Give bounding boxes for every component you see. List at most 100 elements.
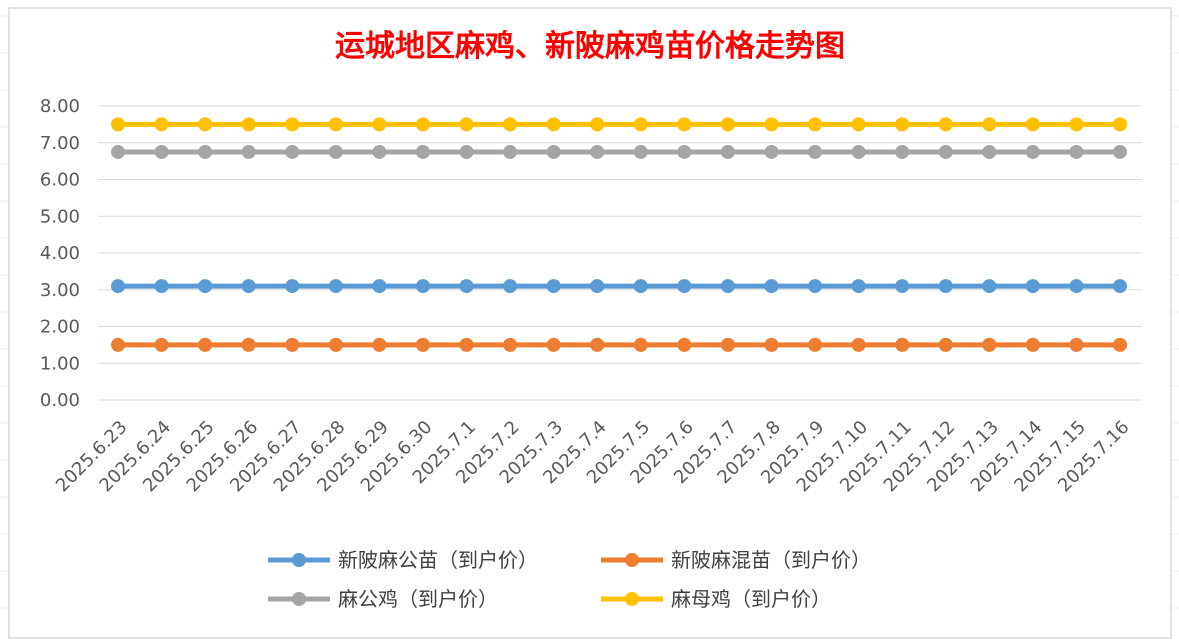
data-point bbox=[111, 279, 125, 294]
legend-item: 麻公鸡（到户价） bbox=[268, 587, 498, 611]
data-point bbox=[1113, 117, 1127, 132]
data-point bbox=[851, 279, 866, 294]
data-point bbox=[677, 117, 692, 132]
data-point bbox=[415, 279, 430, 294]
data-point bbox=[633, 144, 648, 159]
data-point bbox=[415, 117, 430, 132]
series bbox=[111, 117, 1127, 132]
y-tick-label: 6.00 bbox=[40, 170, 80, 191]
data-point bbox=[459, 279, 474, 294]
data-point bbox=[328, 279, 343, 294]
legend: 新陂麻公苗（到户价） 新陂麻混苗（到户价） 麻公鸡（到户价） 麻母鸡（到户价） bbox=[268, 548, 871, 611]
data-point bbox=[677, 144, 692, 159]
data-point bbox=[372, 117, 387, 132]
data-point bbox=[546, 337, 561, 352]
data-point bbox=[851, 144, 866, 159]
data-point bbox=[895, 337, 910, 352]
data-point bbox=[372, 279, 387, 294]
data-point bbox=[938, 117, 953, 132]
data-point bbox=[938, 144, 953, 159]
data-point bbox=[546, 117, 561, 132]
data-point bbox=[241, 337, 256, 352]
legend-label: 新陂麻混苗（到户价） bbox=[671, 548, 871, 572]
y-tick-label: 2.00 bbox=[40, 317, 80, 338]
data-point bbox=[938, 337, 953, 352]
y-tick-label: 7.00 bbox=[40, 133, 80, 154]
data-point bbox=[764, 144, 779, 159]
data-point bbox=[851, 337, 866, 352]
data-point bbox=[546, 279, 561, 294]
data-point bbox=[1069, 117, 1084, 132]
data-point bbox=[285, 117, 300, 132]
data-point bbox=[590, 279, 605, 294]
data-point bbox=[895, 279, 910, 294]
data-point bbox=[851, 117, 866, 132]
legend-marker bbox=[292, 553, 306, 567]
chart-title: 运城地区麻鸡、新陂麻鸡苗价格走势图 bbox=[335, 29, 845, 64]
data-point bbox=[1025, 117, 1040, 132]
legend-label: 麻公鸡（到户价） bbox=[338, 587, 498, 611]
data-point bbox=[590, 144, 605, 159]
data-point bbox=[459, 117, 474, 132]
data-point bbox=[328, 144, 343, 159]
y-tick-label: 8.00 bbox=[40, 96, 80, 117]
data-point bbox=[764, 337, 779, 352]
data-point bbox=[1025, 279, 1040, 294]
y-tick-label: 0.00 bbox=[40, 390, 80, 411]
data-point bbox=[982, 279, 997, 294]
data-point bbox=[111, 117, 125, 132]
series bbox=[111, 279, 1127, 294]
data-point bbox=[503, 337, 518, 352]
data-point bbox=[590, 117, 605, 132]
data-point bbox=[154, 144, 169, 159]
y-tick-label: 1.00 bbox=[40, 353, 80, 374]
data-point bbox=[1113, 279, 1127, 294]
data-point bbox=[154, 337, 169, 352]
data-point bbox=[241, 117, 256, 132]
data-point bbox=[285, 144, 300, 159]
chart-area-border bbox=[8, 7, 1172, 639]
data-point bbox=[764, 117, 779, 132]
data-point bbox=[677, 337, 692, 352]
legend-marker bbox=[625, 592, 639, 606]
data-point bbox=[372, 337, 387, 352]
data-point bbox=[459, 337, 474, 352]
data-point bbox=[633, 279, 648, 294]
data-point bbox=[938, 279, 953, 294]
legend-item: 新陂麻公苗（到户价） bbox=[268, 548, 538, 572]
data-point bbox=[764, 279, 779, 294]
data-point bbox=[111, 337, 125, 352]
y-axis-tick-labels: 0.00 1.00 2.00 3.00 4.00 5.00 6.00 7.00 8.00 bbox=[40, 96, 80, 411]
data-point bbox=[1025, 337, 1040, 352]
data-point bbox=[503, 144, 518, 159]
gridlines bbox=[98, 105, 1142, 401]
data-point bbox=[808, 117, 823, 132]
data-point bbox=[720, 144, 735, 159]
data-point bbox=[154, 117, 169, 132]
data-point bbox=[328, 337, 343, 352]
data-point bbox=[808, 144, 823, 159]
data-point bbox=[285, 337, 300, 352]
data-point bbox=[720, 279, 735, 294]
data-point bbox=[1069, 279, 1084, 294]
data-point bbox=[241, 144, 256, 159]
y-tick-label: 3.00 bbox=[40, 280, 80, 301]
series-layer bbox=[111, 117, 1127, 352]
data-point bbox=[1069, 337, 1084, 352]
data-point bbox=[1113, 337, 1127, 352]
series bbox=[111, 144, 1127, 159]
data-point bbox=[198, 337, 213, 352]
y-tick-label: 5.00 bbox=[40, 206, 80, 227]
legend-label: 麻母鸡（到户价） bbox=[671, 587, 831, 611]
data-point bbox=[198, 279, 213, 294]
data-point bbox=[546, 144, 561, 159]
data-point bbox=[982, 337, 997, 352]
data-point bbox=[895, 144, 910, 159]
data-point bbox=[633, 117, 648, 132]
data-point bbox=[808, 279, 823, 294]
data-point bbox=[415, 337, 430, 352]
legend-label: 新陂麻公苗（到户价） bbox=[338, 548, 538, 572]
data-point bbox=[1113, 144, 1127, 159]
